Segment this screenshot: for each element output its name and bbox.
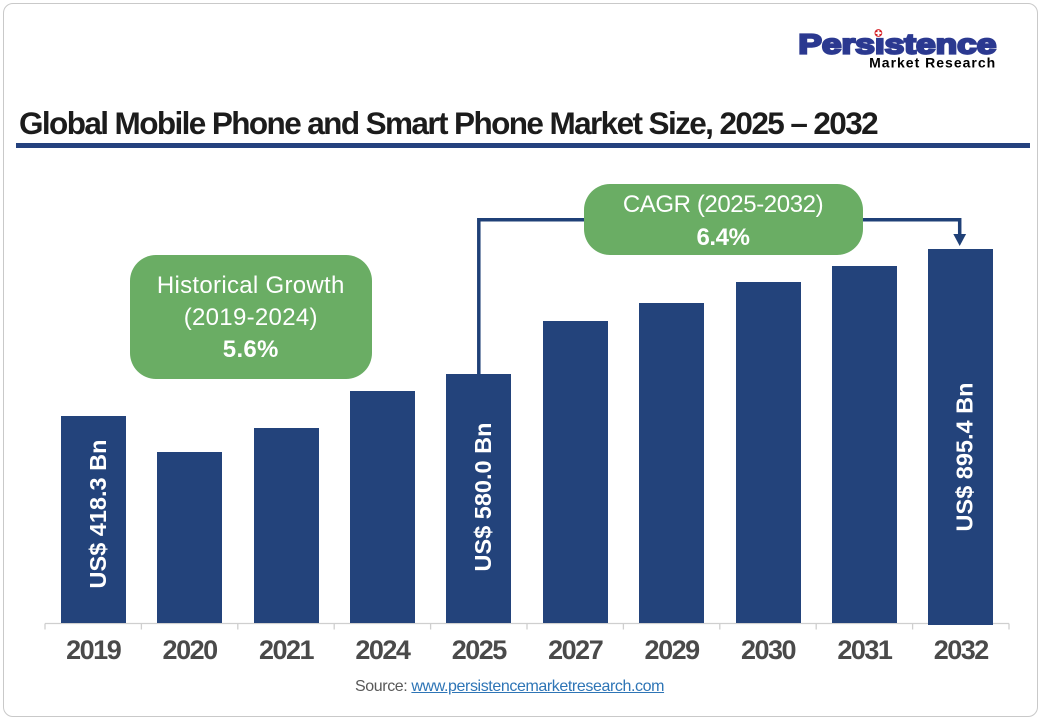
svg-text:Persıstence: Persıstence [798, 28, 996, 60]
svg-text:Market Research: Market Research [869, 54, 996, 70]
svg-text:US$ 580.0 Bn: US$ 580.0 Bn [470, 423, 496, 572]
svg-text:US$ 895.4 Bn: US$ 895.4 Bn [951, 383, 977, 532]
svg-text:US$ 418.3 Bn: US$ 418.3 Bn [85, 440, 111, 589]
